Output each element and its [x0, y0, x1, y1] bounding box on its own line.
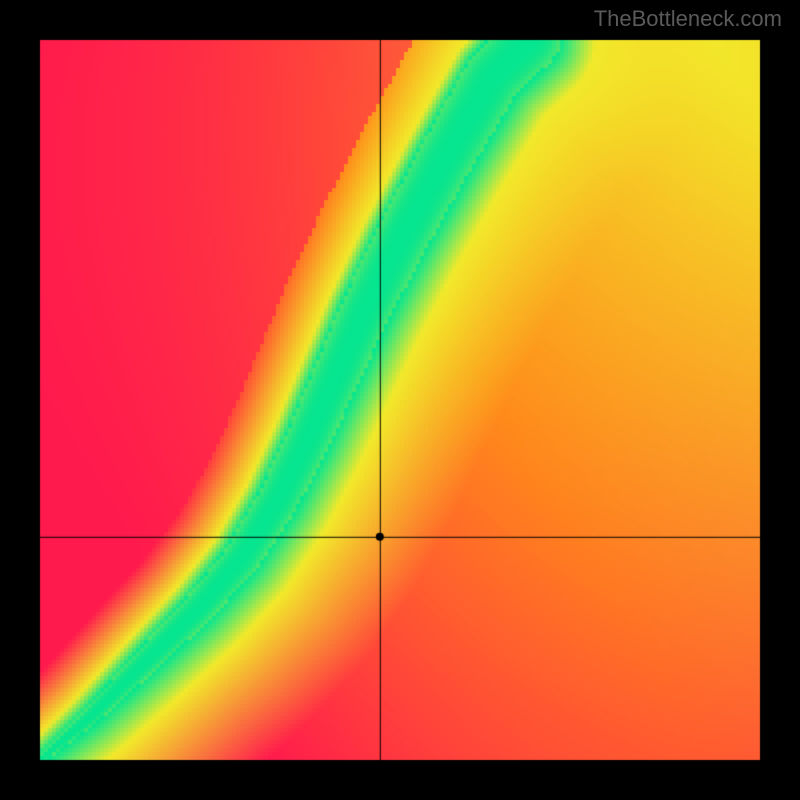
watermark-text: TheBottleneck.com — [594, 6, 782, 32]
bottleneck-heatmap — [0, 0, 800, 800]
